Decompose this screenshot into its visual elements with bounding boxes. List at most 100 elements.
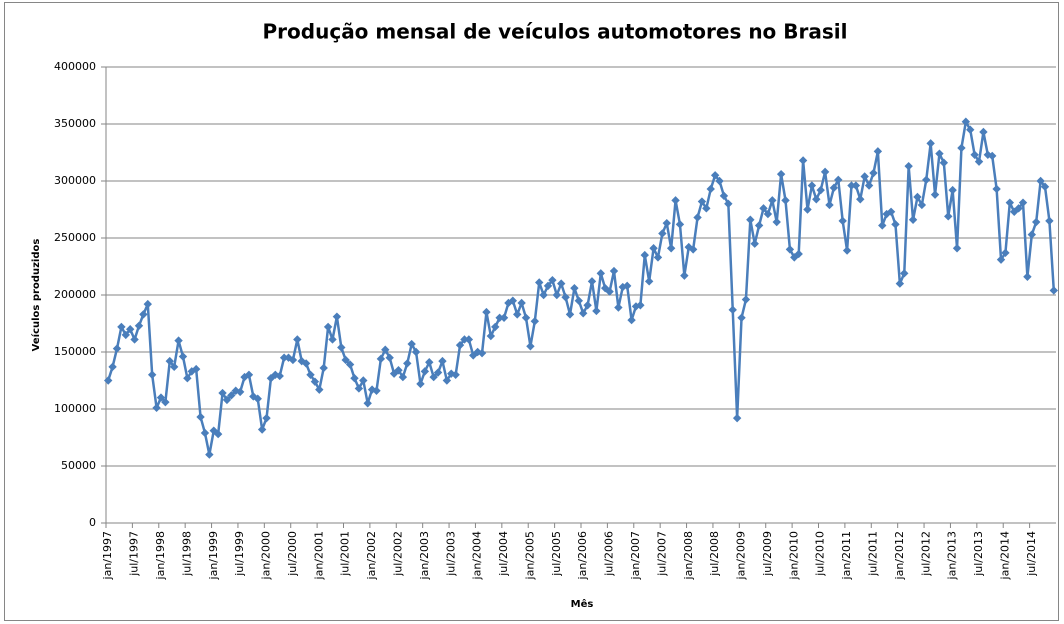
data-point	[644, 277, 654, 286]
data-point	[552, 290, 562, 300]
chart-title: Produção mensal de veículos automotores …	[263, 20, 848, 44]
data-point	[213, 429, 223, 439]
data-point	[961, 117, 971, 126]
data-point	[983, 150, 993, 159]
data-point	[605, 287, 614, 296]
data-point	[139, 310, 148, 319]
data-point	[205, 450, 214, 459]
y-tick-label: 300000	[54, 174, 96, 187]
data-point	[917, 200, 927, 210]
data-point	[596, 269, 605, 278]
data-point	[385, 353, 394, 362]
data-point	[178, 352, 188, 361]
data-point	[310, 377, 320, 386]
data-point	[235, 387, 245, 397]
data-point	[614, 303, 623, 312]
data-point	[117, 322, 126, 332]
data-point	[275, 371, 284, 381]
x-tick-label: jan/2010	[787, 531, 800, 580]
data-point	[288, 355, 298, 365]
data-point	[398, 372, 408, 382]
x-tick-label: jul/2009	[761, 531, 774, 577]
data-point	[561, 293, 570, 302]
data-point	[1001, 248, 1010, 258]
data-point	[706, 184, 715, 194]
data-point	[856, 195, 865, 204]
data-point	[732, 413, 742, 423]
data-point	[455, 340, 465, 350]
x-tick-label: jul/2003	[444, 531, 457, 577]
data-point	[301, 359, 311, 368]
data-point	[913, 192, 922, 202]
x-tick-label: jul/2011	[866, 531, 879, 577]
data-point	[838, 216, 847, 226]
data-point	[350, 374, 359, 383]
data-point	[829, 183, 839, 193]
data-point	[715, 176, 724, 186]
data-point	[354, 384, 364, 393]
x-tick-label: jul/2000	[286, 531, 299, 577]
data-point	[482, 307, 491, 317]
data-point	[952, 244, 962, 253]
data-point	[306, 370, 315, 379]
chart-border	[4, 2, 1059, 621]
x-tick-label: jan/1999	[207, 531, 220, 580]
data-point	[842, 246, 852, 255]
data-point	[864, 181, 874, 190]
data-point	[781, 196, 790, 205]
y-tick-label: 200000	[54, 288, 96, 301]
data-point	[372, 386, 381, 395]
x-tick-label: jan/2012	[893, 531, 906, 580]
data-point	[460, 335, 469, 344]
data-point	[1018, 198, 1028, 207]
data-point	[1045, 216, 1054, 226]
x-tick-label: jan/2006	[576, 531, 589, 580]
x-tick-label: jan/2005	[523, 531, 536, 580]
data-point	[165, 356, 174, 366]
x-tick-label: jan/2004	[471, 531, 484, 580]
data-point	[253, 394, 262, 403]
data-point	[803, 205, 812, 214]
x-tick-label: jul/2007	[655, 531, 668, 577]
data-point	[530, 317, 540, 326]
data-point	[103, 376, 113, 385]
data-point	[174, 336, 183, 345]
data-point	[363, 399, 372, 408]
data-point	[992, 184, 1001, 194]
data-point	[631, 302, 641, 311]
data-point	[411, 347, 421, 357]
data-point	[451, 370, 460, 379]
x-tick-label: jul/2002	[391, 531, 404, 577]
data-point	[957, 143, 966, 153]
data-point	[834, 175, 843, 185]
data-point	[548, 275, 557, 285]
x-tick-label: jan/2001	[312, 531, 325, 580]
data-point	[636, 301, 645, 310]
data-point	[697, 197, 707, 206]
data-point	[754, 221, 764, 230]
data-point	[517, 298, 526, 308]
data-point	[191, 364, 201, 374]
data-point	[319, 363, 328, 373]
y-tick-label: 100000	[54, 402, 96, 415]
x-tick-label: jul/2006	[603, 531, 616, 577]
x-axis-label: Mês	[571, 598, 594, 610]
data-point	[381, 345, 390, 354]
data-point	[891, 220, 900, 229]
data-point	[640, 250, 649, 260]
data-point	[627, 315, 636, 325]
data-point	[776, 169, 786, 179]
x-tick-label: jan/2009	[735, 531, 748, 580]
data-point	[169, 362, 179, 372]
data-point	[200, 428, 210, 438]
data-point	[130, 335, 139, 344]
data-point	[161, 397, 170, 407]
x-tick-label: jan/2008	[682, 531, 695, 580]
data-point	[688, 245, 698, 254]
data-point	[222, 395, 232, 405]
data-point	[869, 168, 878, 178]
data-point	[508, 296, 518, 305]
data-point	[156, 393, 166, 402]
data-point	[394, 366, 403, 375]
data-point	[486, 331, 496, 341]
